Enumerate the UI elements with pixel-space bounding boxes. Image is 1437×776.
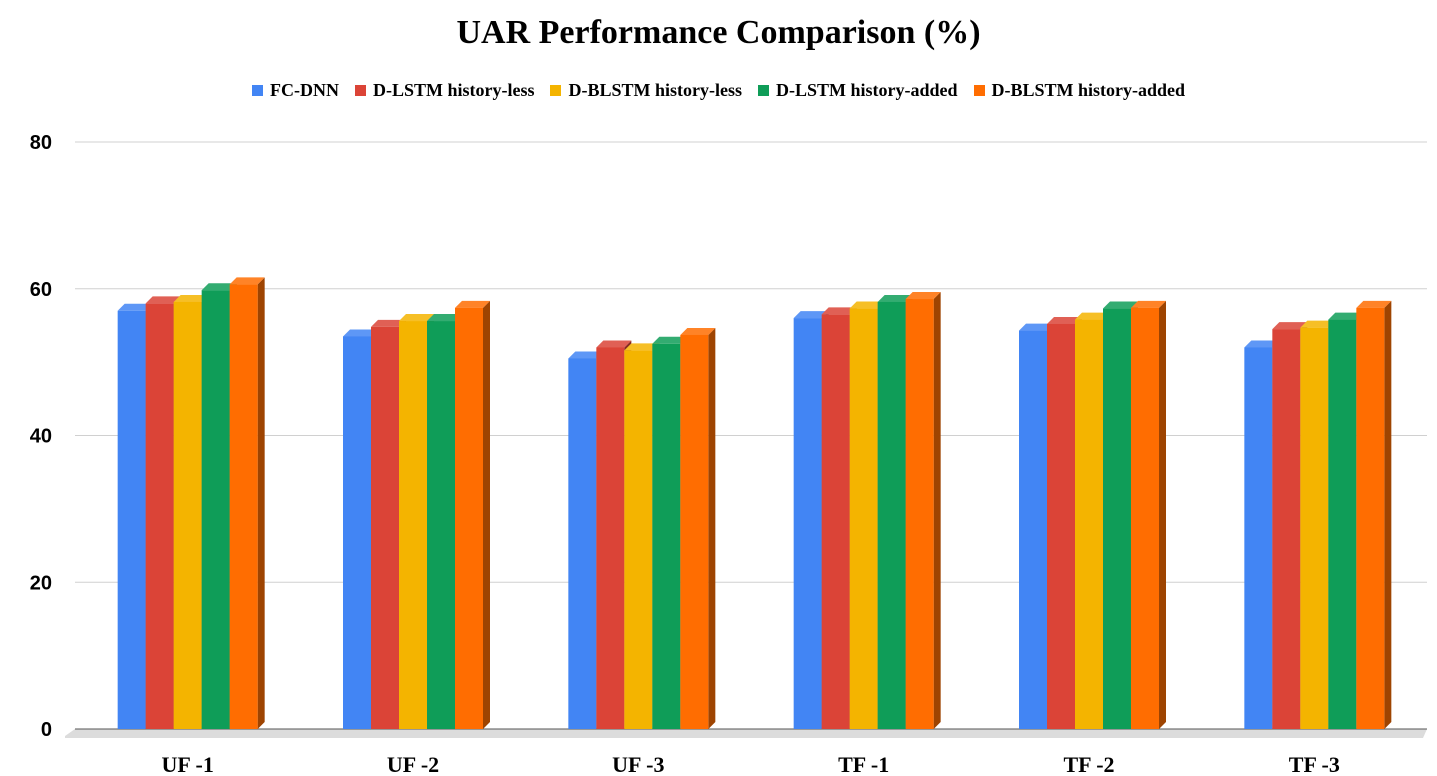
legend-label: D-BLSTM history-added (991, 80, 1186, 100)
bar-top (1103, 301, 1138, 309)
chart-floor (65, 729, 1427, 738)
bar (117, 310, 146, 729)
bar-top (145, 296, 181, 304)
bar-top (173, 294, 209, 302)
bar (173, 301, 202, 729)
bar (793, 318, 822, 729)
bar-top (821, 307, 857, 315)
x-tick-label: UF -2 (387, 752, 439, 776)
bar-top (371, 319, 406, 327)
x-tick-label: UF -1 (161, 752, 213, 776)
x-tick-label: UF -3 (612, 752, 664, 776)
legend-swatch (757, 85, 769, 96)
bar-top (596, 340, 632, 348)
bar-side (483, 300, 490, 729)
legend-swatch (251, 85, 263, 96)
bar-side (933, 292, 941, 729)
bar (680, 334, 709, 729)
y-tick-label: 60 (30, 279, 52, 301)
bar (877, 301, 906, 729)
bar (1300, 327, 1329, 729)
x-tick-label: TF -1 (838, 752, 889, 776)
bar-top (1356, 300, 1392, 308)
bar (229, 284, 258, 729)
bar (201, 290, 230, 729)
legend-swatch (354, 85, 366, 96)
legend-item: D-LSTM history-added (757, 80, 958, 101)
y-tick-label: 0 (41, 719, 52, 741)
bar (343, 336, 371, 729)
bar-top (652, 336, 688, 344)
legend-swatch (550, 85, 562, 96)
bar-top (427, 314, 462, 322)
bar (1328, 319, 1357, 729)
bar (455, 307, 483, 729)
bar-top (455, 300, 490, 308)
bar (568, 358, 597, 729)
legend-label: FC-DNN (269, 80, 339, 100)
legend-item: D-BLSTM history-less (550, 80, 742, 101)
bar (905, 299, 934, 729)
bar-top (1300, 320, 1336, 328)
bar-top (793, 311, 829, 319)
bar (596, 347, 625, 729)
bar (145, 303, 174, 729)
bar-side (708, 327, 716, 729)
bar (1047, 323, 1075, 729)
bar-top (117, 303, 153, 311)
bar-top (680, 327, 716, 335)
bar-top (905, 292, 941, 300)
y-tick-label: 40 (30, 426, 52, 448)
bar-top (1047, 316, 1082, 324)
y-tick-label: 80 (30, 132, 52, 154)
bar-top (1272, 322, 1308, 330)
legend-item: D-BLSTM history-added (973, 80, 1186, 101)
bar (849, 308, 878, 729)
bar-top (399, 314, 434, 322)
bar (624, 350, 653, 729)
bar-top (568, 351, 604, 359)
bar-top (1244, 340, 1280, 348)
bar (1103, 308, 1131, 729)
legend-item: D-LSTM history-less (354, 80, 535, 101)
legend: FC-DNN D-LSTM history-less D-BLSTM history… (0, 80, 1437, 101)
bar-side (1159, 300, 1166, 729)
bar-side (1384, 300, 1392, 729)
bar (399, 321, 427, 729)
x-tick-label: TF -2 (1063, 752, 1114, 776)
chart-title: UAR Performance Comparison (%) (456, 14, 981, 51)
legend-label: D-LSTM history-less (372, 80, 535, 100)
bar (652, 343, 681, 729)
bar-top (1328, 312, 1364, 320)
bar-top (877, 294, 913, 302)
bar-top (1019, 323, 1054, 331)
legend-item: FC-DNN (251, 80, 339, 101)
bar-top (1075, 312, 1110, 320)
bar (1272, 329, 1301, 729)
bar-top (849, 301, 885, 309)
bar-top (1131, 300, 1166, 308)
bar (821, 314, 850, 729)
bar (1244, 347, 1273, 729)
legend-label: D-BLSTM history-less (568, 80, 742, 100)
bar-side (257, 277, 265, 729)
bar-top (343, 329, 378, 337)
bar (1075, 319, 1103, 729)
legend-label: D-LSTM history-added (775, 80, 958, 100)
bar-top (624, 343, 660, 351)
bar-top (201, 283, 237, 291)
legend-swatch (973, 85, 985, 96)
bar-top (229, 277, 265, 285)
bar (1356, 307, 1385, 729)
bar (1019, 330, 1047, 729)
bar (1131, 307, 1159, 729)
bar (371, 326, 399, 729)
bar (427, 321, 455, 729)
x-tick-label: TF -3 (1289, 752, 1340, 776)
y-tick-label: 20 (30, 572, 52, 594)
